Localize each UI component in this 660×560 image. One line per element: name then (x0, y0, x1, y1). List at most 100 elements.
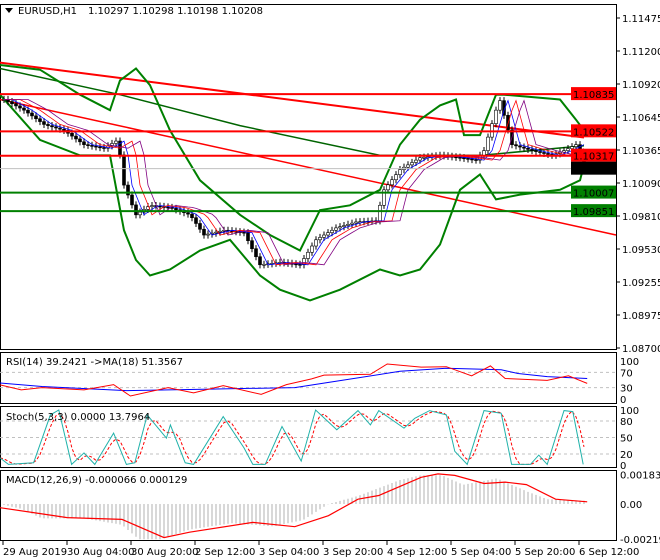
candle-body (382, 189, 386, 206)
stoch-tick-label: 0 (620, 461, 626, 472)
rsi-tick-label: 70 (620, 368, 633, 379)
candle-body (122, 154, 126, 186)
macd-title: MACD(12,26,9) -0.000066 0.000129 (6, 475, 187, 486)
candle-body (570, 146, 574, 149)
candle-body (174, 208, 178, 211)
candle-body (386, 184, 390, 191)
candle-body (498, 100, 502, 111)
candle-body (294, 263, 298, 266)
candle-body (18, 105, 22, 109)
candle-body (186, 212, 190, 215)
candle-body (166, 206, 170, 209)
candle-body (138, 211, 142, 216)
candle-body (458, 156, 462, 159)
time-tick-label: 4 Sep 12:00 (387, 547, 447, 558)
time-tick-label: 30 Aug 20:00 (131, 547, 198, 558)
main-panel (0, 4, 617, 350)
candle-body (322, 234, 326, 238)
time-tick-label: 29 Aug 2019 (3, 547, 67, 558)
collapse-triangle-icon[interactable] (5, 8, 13, 13)
candle-body (390, 179, 394, 186)
candle-body (518, 145, 522, 148)
candle-body (246, 232, 250, 241)
price-tick-label: 1.10090 (622, 179, 660, 190)
level-price-label: 1.10007 (573, 189, 614, 200)
candle-body (258, 256, 262, 266)
candle-body (254, 248, 258, 258)
level-price-label: 1.10835 (573, 90, 614, 101)
stoch-tick-label: 50 (620, 434, 633, 445)
symbol-label: EURUSD,H1 (18, 6, 77, 17)
time-tick-label: 30 Aug 04:00 (67, 547, 134, 558)
price-tick-label: 1.09255 (622, 278, 660, 289)
candle-body (150, 205, 154, 207)
candle-body (514, 144, 518, 147)
candle-body (354, 221, 358, 224)
rsi-tick-label: 30 (620, 384, 633, 395)
level-price-label: 1.10522 (573, 127, 614, 138)
macd-tick-label: -0.002193 (620, 535, 660, 546)
candle-body (410, 162, 414, 166)
candle-body (526, 147, 530, 150)
candle-body (314, 239, 318, 247)
candle-body (482, 150, 486, 156)
candle-body (74, 135, 78, 140)
rsi-panel (0, 352, 617, 404)
level-price-label: 1.10317 (573, 152, 614, 163)
candle-body (134, 204, 138, 216)
time-tick-label: 2 Sep 12:00 (195, 547, 255, 558)
candle-body (218, 230, 222, 233)
price-tick-label: 1.08700 (622, 344, 660, 355)
level-price-tag (571, 204, 616, 218)
candle-body (418, 157, 422, 161)
ma-purple (4, 99, 585, 266)
candle-body (522, 146, 526, 149)
stoch-tick-label: 80 (620, 417, 633, 428)
candle-body (214, 231, 218, 234)
macd-tick-label: 0.00 (620, 500, 642, 511)
candle-body (454, 156, 458, 159)
candle-body (30, 112, 34, 117)
candle-body (326, 232, 330, 236)
candle-body (58, 127, 62, 130)
candle-body (306, 251, 310, 259)
candle-body (90, 145, 94, 147)
stoch-tick-label: 20 (620, 450, 633, 461)
candle-body (110, 143, 114, 147)
rsi-title: RSI(14) 39.2421 ->MA(18) 51.3567 (6, 357, 183, 368)
price-tick-label: 1.09810 (622, 212, 660, 223)
candle-body (194, 217, 198, 224)
candle-body (318, 237, 322, 241)
price-tick-label: 1.10645 (622, 113, 660, 124)
candle-body (566, 148, 570, 151)
price-tick-label: 1.09530 (622, 245, 660, 256)
candle-body (22, 107, 26, 111)
candle-body (10, 101, 14, 105)
candle-body (486, 136, 490, 151)
time-tick-label: 5 Sep 20:00 (515, 547, 575, 558)
macd-panel (0, 470, 617, 541)
candle-body (190, 213, 194, 218)
candle-body (114, 140, 118, 144)
candle-body (126, 184, 130, 196)
stoch-tick-label: 100 (620, 406, 639, 417)
time-tick-label: 3 Sep 20:00 (323, 547, 383, 558)
level-price-tag (571, 185, 616, 199)
candle-body (310, 245, 314, 253)
rsi-ma-line (0, 367, 588, 392)
candle-body (38, 118, 42, 122)
time-tick-label: 6 Sep 12:00 (579, 547, 639, 558)
macd-signal-line (0, 473, 588, 539)
level-price-label: 1.09851 (573, 207, 614, 218)
candle-body (26, 109, 30, 114)
stoch-main-line (0, 409, 584, 466)
price-tick-label: 1.08975 (622, 311, 660, 322)
candle-body (302, 258, 306, 266)
rsi-tick-label: 100 (620, 357, 639, 368)
candle-body (262, 263, 266, 266)
candle-body (54, 126, 58, 129)
candle-body (534, 150, 538, 152)
candle-body (538, 151, 542, 153)
